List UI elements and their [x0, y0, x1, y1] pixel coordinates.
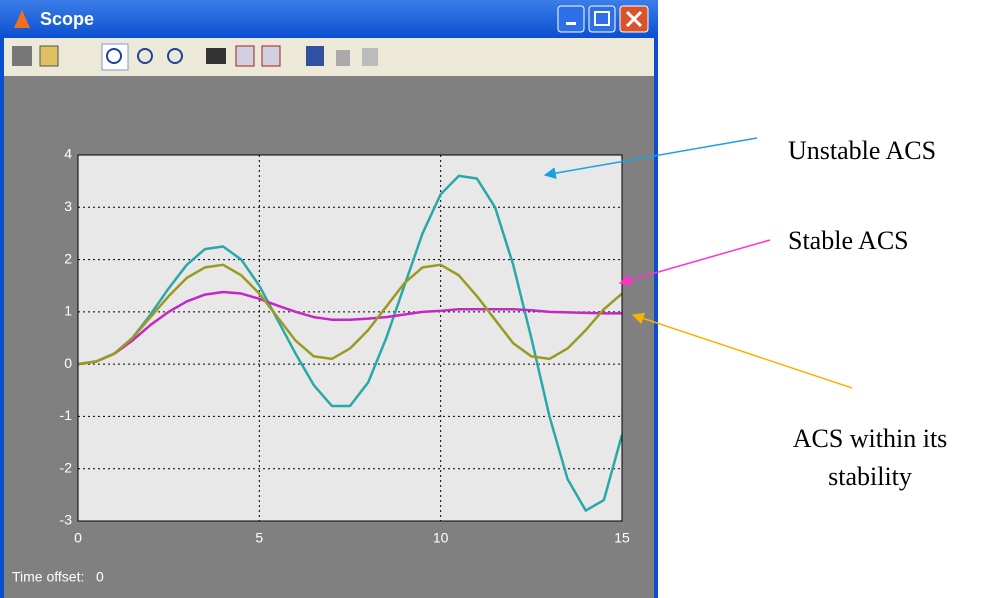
y-tick-label: -1 — [60, 407, 73, 423]
y-tick-label: 1 — [64, 303, 72, 319]
status-label: Time offset: — [12, 569, 84, 585]
save-axes-button[interactable] — [236, 46, 254, 66]
status-value: 0 — [96, 569, 104, 585]
y-tick-label: -2 — [60, 459, 73, 475]
zoom-button[interactable] — [102, 44, 128, 70]
maximize-button[interactable] — [589, 6, 615, 32]
print-button[interactable] — [12, 46, 32, 66]
page: Scope -3 -2 -1 0 1 2 3 4 0 5 10 15 Time offset: 0 U… — [0, 0, 1005, 598]
y-tick-label: -3 — [60, 512, 73, 528]
annotation-arrow — [633, 315, 852, 388]
floating-scope-button[interactable] — [306, 46, 324, 66]
minimize-button[interactable] — [558, 6, 584, 32]
signal-select-button[interactable] — [362, 48, 378, 66]
y-tick-label: 0 — [64, 355, 72, 371]
annotation-label: Unstable ACS — [788, 136, 1003, 166]
window-title: Scope — [40, 9, 94, 29]
screen: Scope -3 -2 -1 0 1 2 3 4 0 5 10 15 Time offset: 0 — [0, 0, 1005, 598]
y-tick-label: 4 — [64, 146, 72, 162]
plot-area — [78, 155, 622, 521]
minimize-icon — [566, 22, 576, 25]
autoscale-button[interactable] — [206, 48, 226, 64]
y-tick-label: 2 — [64, 250, 72, 266]
annotation-label: ACS within its stability — [780, 420, 960, 496]
lock-button[interactable] — [336, 50, 350, 66]
x-tick-label: 0 — [74, 530, 82, 546]
x-tick-label: 15 — [614, 530, 630, 546]
params-button[interactable] — [40, 46, 58, 66]
restore-axes-button[interactable] — [262, 46, 280, 66]
x-tick-label: 10 — [433, 530, 449, 546]
y-tick-label: 3 — [64, 198, 72, 214]
x-tick-label: 5 — [255, 530, 263, 546]
annotation-label: Stable ACS — [788, 226, 988, 256]
